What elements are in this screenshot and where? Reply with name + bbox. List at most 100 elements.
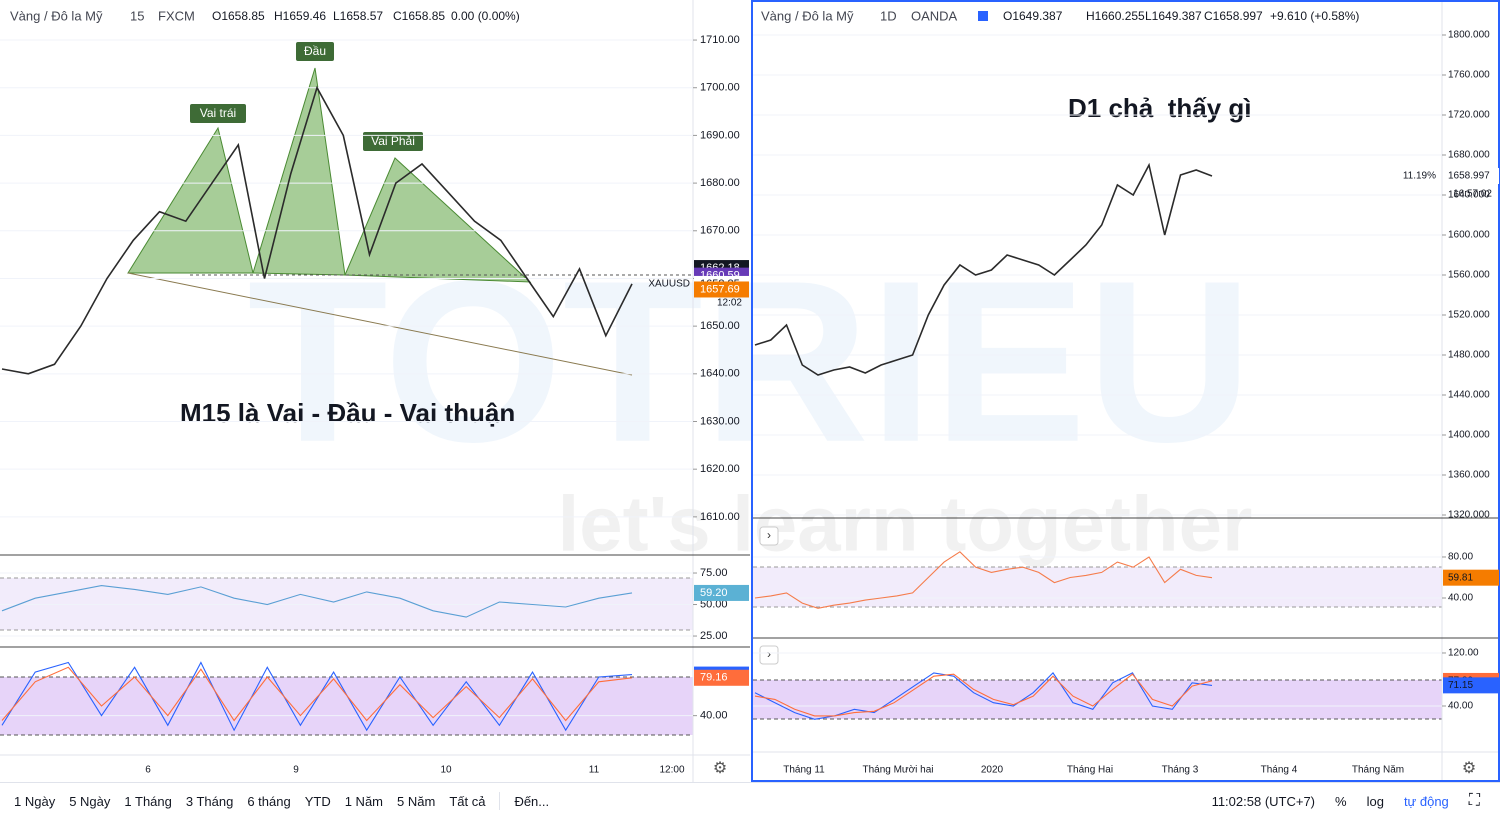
x-tick-label: Tháng Năm: [1352, 765, 1404, 776]
y-tick-label: 1360.000: [1448, 470, 1490, 481]
series-line: [754, 673, 1213, 717]
toolbar: 1 Ngày 5 Ngày 1 Tháng 3 Tháng 6 tháng YTD 1 Nă…: [0, 782, 1500, 819]
price-tag-label: 79.16: [700, 672, 728, 684]
flag-icon: [978, 11, 988, 21]
separator: [499, 792, 501, 810]
x-tick-label: 2020: [981, 765, 1004, 776]
y-tick-label: 1800.000: [1448, 30, 1490, 41]
ohlc-value: H1659.46: [274, 9, 326, 23]
range-button[interactable]: 1 Năm: [344, 793, 384, 809]
price-tag: [694, 584, 749, 601]
settings-icon[interactable]: ⚙: [713, 760, 727, 777]
x-tick-label: Tháng 11: [783, 765, 825, 776]
x-tick-label: Tháng Hai: [1067, 765, 1113, 776]
pattern-shape: [344, 157, 532, 283]
range-button[interactable]: 5 Năm: [397, 793, 436, 809]
range-button[interactable]: 5 Ngày: [69, 793, 111, 809]
toolbar-right: 11:02:58 (UTC+7) % log tự động ⛶: [1212, 792, 1500, 810]
y-tick-label: 40.00: [1448, 593, 1473, 604]
clock: 11:02:58 (UTC+7): [1211, 793, 1316, 809]
goto-button[interactable]: Đến...: [514, 793, 550, 809]
countdown: 12:02: [717, 298, 742, 309]
y-tick-label: 80.00: [1448, 552, 1473, 563]
y-tick-label: 1560.000: [1448, 270, 1490, 281]
collapse-button[interactable]: [759, 526, 779, 546]
log-toggle[interactable]: log: [1366, 793, 1384, 809]
y-tick-label: 50.00: [700, 598, 728, 610]
y-tick-label: 75.00: [700, 567, 728, 579]
header-text: 1D: [880, 8, 897, 23]
y-tick-label: 1670.00: [700, 225, 740, 237]
price-tag-label: 59.20: [700, 587, 728, 599]
annotation-box: [363, 132, 423, 151]
caption: M15 là Vai - Đầu - Vai thuận: [180, 398, 515, 428]
y-tick-label: 1720.000: [1448, 110, 1490, 121]
header-text: Vàng / Đô la Mỹ: [10, 8, 103, 23]
ohlc-value: +9.610 (+0.58%): [1270, 9, 1359, 23]
annotation: Vai trái: [200, 106, 236, 120]
x-tick-label: 6: [145, 765, 151, 776]
x-tick-label: Tháng 3: [1162, 765, 1199, 776]
series-line: [754, 162, 1213, 376]
annotation: Đầu: [304, 44, 326, 58]
watermark-slogan: let's learn together: [558, 480, 1253, 568]
stoch-band: [753, 680, 1442, 719]
x-tick-label: 12:00: [659, 765, 684, 776]
collapse-button[interactable]: [759, 645, 779, 665]
ohlc-value: O1658.85: [212, 9, 265, 23]
price-tag-label: 1657.69: [700, 283, 740, 295]
header-text: OANDA: [911, 8, 958, 23]
price-tag: [694, 281, 749, 298]
series-line: [1, 85, 633, 375]
y-tick-label: 1650.00: [700, 320, 740, 332]
y-tick-label: 1760.000: [1448, 70, 1490, 81]
stoch-band: [0, 677, 693, 735]
active-border: [751, 0, 1500, 782]
y-tick-label: 1680.000: [1448, 150, 1490, 161]
y-tick-label: 1640.00: [700, 368, 740, 380]
x-tick-label: 11: [589, 765, 600, 776]
collapse-icon: ›: [767, 647, 771, 661]
header-text: Vàng / Đô la Mỹ: [761, 8, 854, 23]
series-line: [1, 585, 633, 618]
series-line: [754, 551, 1213, 609]
range-button[interactable]: 6 tháng: [247, 793, 291, 809]
countdown: 16:57:02: [1453, 189, 1492, 200]
percent-toggle[interactable]: %: [1335, 793, 1347, 809]
y-tick-label: 1680.00: [700, 177, 740, 189]
ohlc-value: O1649.387: [1003, 9, 1063, 23]
range-button[interactable]: Tất cả: [449, 793, 486, 809]
y-tick-label: 1630.00: [700, 415, 740, 427]
header-text: FXCM: [158, 8, 195, 23]
y-tick-label: 1520.000: [1448, 310, 1490, 321]
price-tag-label: 59.81: [1448, 572, 1473, 583]
price-tag-label: 1658.997: [1448, 171, 1490, 182]
settings-icon[interactable]: ⚙: [1462, 760, 1476, 777]
series-line: [1, 661, 633, 732]
y-tick-label: 40.00: [1448, 701, 1473, 712]
auto-toggle[interactable]: tự động: [1403, 793, 1449, 809]
range-button[interactable]: 3 Tháng: [185, 793, 234, 809]
range-button[interactable]: 1 Tháng: [124, 793, 172, 809]
x-tick-label: Tháng Mười hai: [862, 765, 933, 776]
ohlc-value: C1658.997: [1204, 9, 1263, 23]
range-buttons: 1 Ngày 5 Ngày 1 Tháng 3 Tháng 6 tháng YTD 1 Nă…: [0, 794, 485, 809]
price-tag: [1443, 677, 1499, 694]
symbol-tag: XAUUSD: [648, 279, 690, 290]
percent-tag: 11.19%: [1403, 171, 1436, 182]
series-line: [1, 666, 633, 722]
range-button[interactable]: 1 Ngày: [14, 793, 56, 809]
range-button[interactable]: YTD: [304, 793, 331, 809]
y-tick-label: 1640.000: [1448, 190, 1490, 201]
pattern-shape: [127, 126, 254, 274]
x-tick-label: Tháng 4: [1261, 765, 1298, 776]
y-tick-label: 40.00: [700, 710, 728, 722]
charts: TOTRIEU let's learn together Vai trái Đầ…: [0, 0, 1500, 782]
price-tag-label: 71.15: [1448, 680, 1473, 691]
y-tick-label: 1600.000: [1448, 230, 1490, 241]
x-tick-label: 10: [440, 765, 452, 776]
ohlc-value: L1649.387: [1145, 9, 1202, 23]
collapse-icon: ›: [767, 528, 771, 542]
fullscreen-button[interactable]: ⛶: [1468, 792, 1480, 809]
